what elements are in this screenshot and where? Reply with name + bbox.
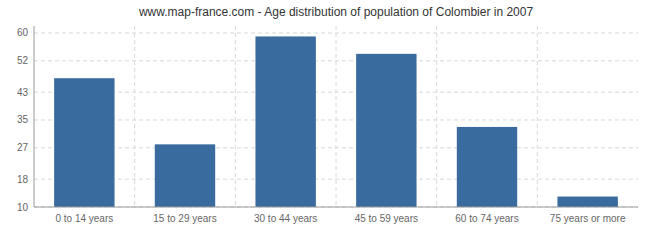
grid-line-vertical (134, 26, 135, 207)
grid-line (34, 179, 638, 180)
grid-line-vertical (537, 26, 538, 207)
x-tick-label: 15 to 29 years (153, 213, 216, 224)
y-tick-label: 18 (17, 174, 29, 185)
grid-line (34, 207, 638, 208)
chart: www.map-france.com - Age distribution of… (0, 0, 650, 229)
bar (356, 54, 416, 207)
y-tick-label: 35 (17, 114, 29, 125)
x-tick-label: 30 to 44 years (254, 213, 317, 224)
y-tick-label: 27 (17, 142, 29, 153)
title: www.map-france.com - Age distribution of… (138, 5, 534, 19)
y-tick-label: 43 (17, 87, 29, 98)
bar (155, 144, 215, 207)
y-tick-label: 10 (17, 202, 29, 213)
x-tick-label: 75 years or more (550, 213, 626, 224)
x-tick-label: 0 to 14 years (55, 213, 113, 224)
y-tick-label: 60 (17, 27, 29, 38)
y-tick-label: 52 (17, 55, 29, 66)
grid-line-vertical (336, 26, 337, 207)
x-tick-label: 60 to 74 years (455, 213, 518, 224)
y-axis-line (34, 26, 35, 207)
bar (255, 36, 315, 207)
x-axis-line (34, 207, 638, 208)
bar (557, 197, 617, 207)
grid-line-vertical (235, 26, 236, 207)
bars (54, 36, 618, 207)
grid-line-vertical (436, 26, 437, 207)
grid (34, 26, 638, 207)
x-tick-label: 45 to 59 years (355, 213, 418, 224)
bar (457, 127, 517, 207)
bar (54, 78, 114, 207)
